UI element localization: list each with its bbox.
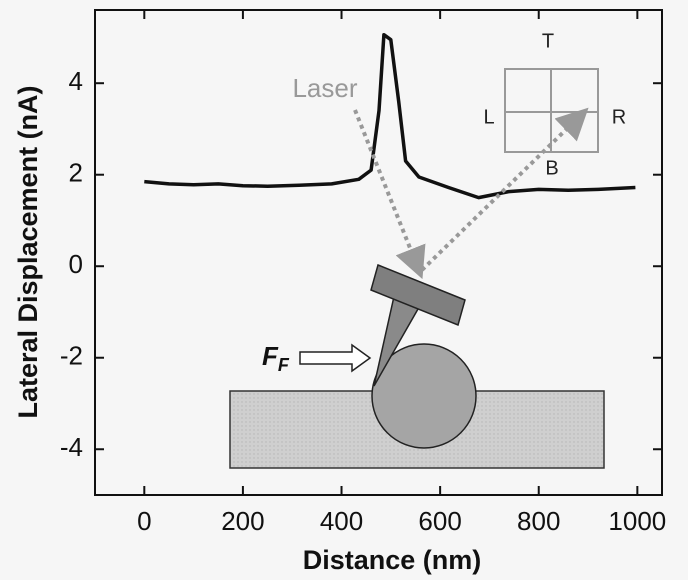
y-tick-label: 2 (69, 158, 83, 188)
x-tick-label: 600 (418, 506, 461, 536)
y-axis-title: Lateral Displacement (nA) (13, 85, 43, 418)
y-tick-label: 0 (69, 249, 83, 279)
x-tick-label: 400 (320, 506, 363, 536)
diagram: Laser T L R B FF (229, 30, 626, 469)
annotation: L (483, 106, 494, 128)
y-tick-label: -2 (60, 341, 83, 371)
force-arrow (299, 343, 372, 373)
particle (371, 343, 477, 449)
x-tick-label: 1000 (608, 506, 666, 536)
annotation: R (612, 106, 626, 128)
laser-beam (353, 109, 426, 280)
x-tick-label: 800 (517, 506, 560, 536)
x-tick-label: 0 (137, 506, 151, 536)
x-tick-label: 200 (221, 506, 264, 536)
force-label: FF (262, 341, 290, 375)
axes-frame (94, 9, 663, 496)
x-axis-title: Distance (nm) (303, 545, 482, 575)
y-tick-label: 4 (69, 66, 83, 96)
cantilever (370, 263, 466, 327)
y-tick-label: -4 (60, 432, 83, 462)
force-label-subscript: F (278, 355, 290, 375)
plot-area: 0 200 400 600 800 1000 -4 -2 0 2 4 (60, 9, 666, 536)
data-line (144, 32, 636, 200)
annotation: B (545, 157, 558, 179)
annotation: T (542, 30, 554, 52)
force-label-text: F (262, 341, 279, 371)
annotation: Laser (292, 73, 357, 103)
